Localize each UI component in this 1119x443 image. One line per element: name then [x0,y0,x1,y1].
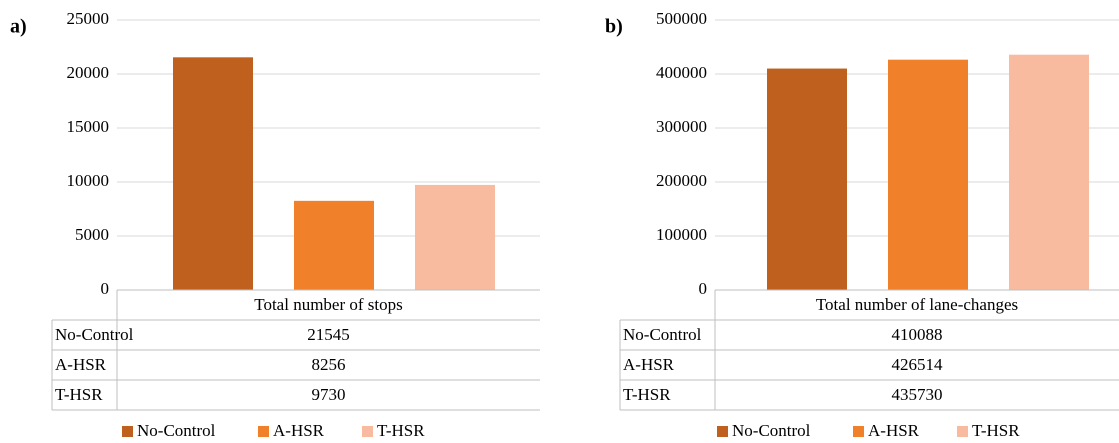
bar [173,57,253,291]
table-value: 9730 [312,385,346,404]
table-value: 435730 [892,385,943,404]
table-value: 21545 [307,325,350,344]
row-label: A-HSR [55,355,107,374]
legend-swatch [853,426,864,437]
legend-swatch [122,426,133,437]
table-value: 410088 [892,325,943,344]
y-tick-label: 500000 [656,9,707,28]
y-tick-label: 15000 [67,117,110,136]
row-label: No-Control [623,325,702,344]
table-header: Total number of lane-changes [816,295,1018,314]
y-tick-label: 5000 [75,225,109,244]
legend-swatch [957,426,968,437]
table-value: 426514 [892,355,944,374]
y-tick-label: 200000 [656,171,707,190]
bar [888,59,968,291]
y-tick-label: 0 [101,279,110,298]
table-header: Total number of stops [254,295,402,314]
legend-label: T-HSR [972,421,1020,440]
y-tick-label: 0 [699,279,708,298]
legend-label: A-HSR [868,421,920,440]
row-label: T-HSR [55,385,103,404]
legend-swatch [717,426,728,437]
y-tick-label: 100000 [656,225,707,244]
legend-label: T-HSR [377,421,425,440]
legend-label: No-Control [732,421,811,440]
bar [294,200,374,290]
legend-swatch [362,426,373,437]
y-tick-label: 25000 [67,9,110,28]
bar [1009,54,1089,291]
panel-label: b) [605,16,623,38]
table-value: 8256 [312,355,346,374]
y-tick-label: 400000 [656,63,707,82]
legend-label: No-Control [137,421,216,440]
y-tick-label: 300000 [656,117,707,136]
panel-label: a) [10,16,27,38]
y-tick-label: 20000 [67,63,110,82]
row-label: A-HSR [623,355,675,374]
bar [415,184,495,290]
y-tick-label: 10000 [67,171,110,190]
row-label: No-Control [55,325,134,344]
legend-label: A-HSR [273,421,325,440]
row-label: T-HSR [623,385,671,404]
legend-swatch [258,426,269,437]
bar [767,68,847,290]
